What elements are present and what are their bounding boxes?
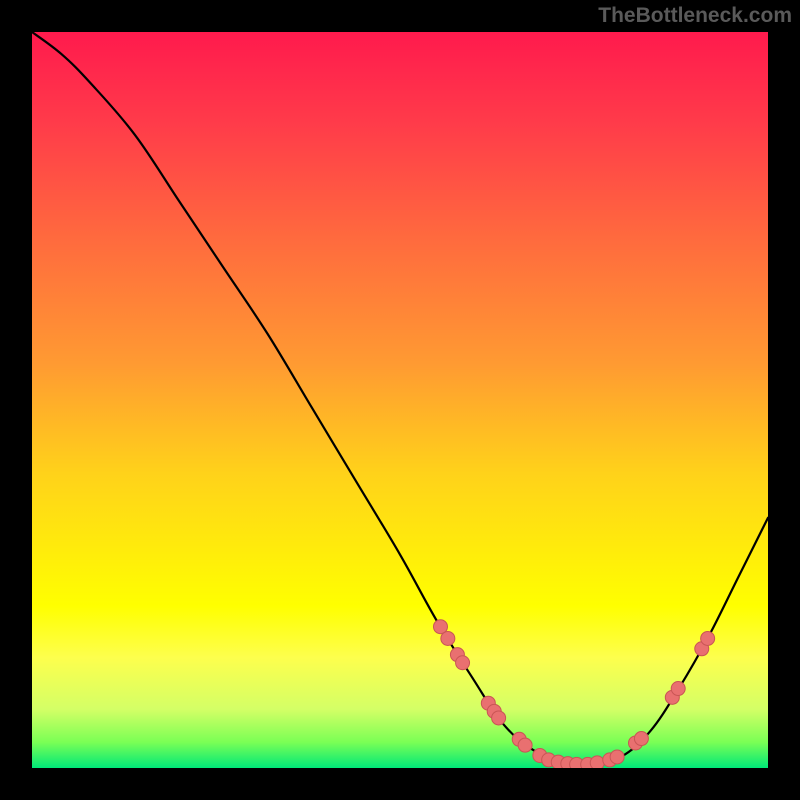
chart-background-gradient xyxy=(32,32,768,768)
chart-plot-area xyxy=(32,32,768,768)
watermark-text: TheBottleneck.com xyxy=(598,4,792,28)
